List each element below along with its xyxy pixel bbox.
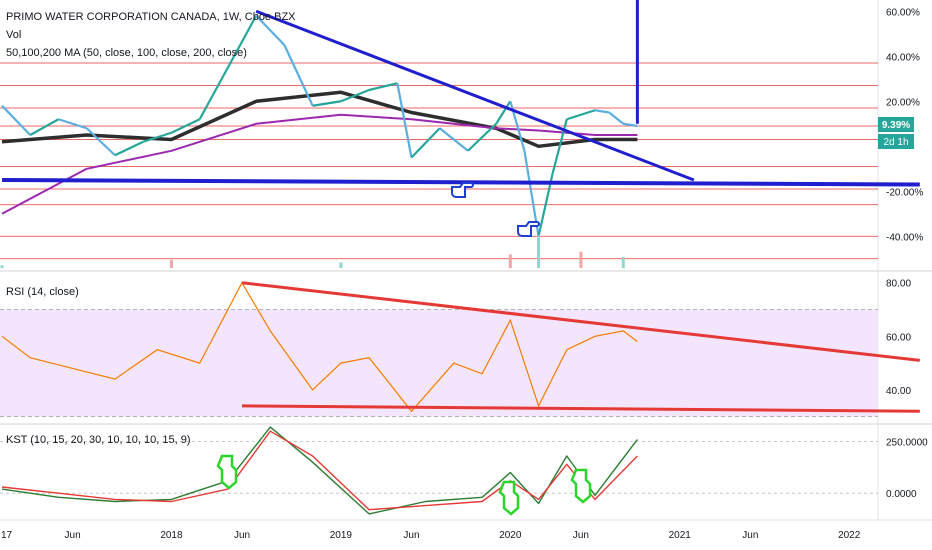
trendline-blue[interactable] (1, 178, 920, 187)
last-value-badge (878, 117, 914, 132)
price-axis-tick: 60.00% (886, 7, 920, 18)
price-segment (439, 127, 469, 152)
kst-axis-tick: 250.0000 (886, 438, 928, 449)
price-segment (495, 100, 512, 125)
price-segment (566, 109, 596, 121)
pointer-hand-down-icon (570, 468, 592, 504)
rsi-trendline[interactable] (241, 281, 920, 362)
price-segment (1, 104, 32, 136)
volume-bar (537, 235, 541, 268)
time-axis-tick: Jun (742, 530, 758, 541)
price-segment (114, 140, 144, 157)
price-segment (368, 82, 398, 92)
time-axis-tick: 2018 (160, 530, 183, 541)
price-segment (623, 122, 638, 128)
pointer-hand-icon (517, 221, 540, 237)
time-axis-tick: 17 (1, 530, 13, 541)
price-segment (198, 66, 229, 120)
price-segment (312, 100, 342, 107)
rsi-axis-tick: 40.00 (886, 386, 911, 397)
pointer-hand-down-icon (498, 480, 520, 516)
time-axis-tick: 2020 (499, 530, 522, 541)
volume-bar (169, 259, 173, 268)
rsi-axis-tick: 80.00 (886, 279, 911, 290)
rsi-legend: RSI (14, close) (6, 286, 79, 298)
pointer-hand-icon (451, 182, 474, 198)
rsi-axis-tick: 60.00 (886, 332, 911, 343)
price-segment (410, 127, 441, 159)
rsi-band (0, 309, 878, 417)
moving-average-line-100[interactable] (1, 90, 638, 149)
ma-legend: 50,100,200 MA (50, close, 100, close, 20… (6, 47, 247, 59)
time-axis-tick: Jun (403, 530, 419, 541)
time-axis-tick: Jun (234, 530, 250, 541)
moving-average-line-200[interactable] (1, 113, 638, 215)
price-segment (226, 15, 258, 69)
volume-legend: Vol (6, 29, 21, 41)
pointer-hand-down-icon (216, 454, 238, 490)
price-segment (467, 122, 497, 152)
last-value-text: 9.39% (882, 120, 910, 131)
volume-bar (579, 251, 583, 268)
volume-bar (339, 262, 343, 268)
price-segment (594, 109, 610, 114)
volume-bar (621, 257, 625, 268)
time-axis-tick: 2021 (669, 530, 692, 541)
volume-bar (0, 265, 4, 268)
price-segment (58, 118, 88, 130)
volume-bar (508, 254, 512, 268)
time-axis-tick: 2019 (330, 530, 353, 541)
rsi-line[interactable] (1, 281, 638, 413)
countdown-text: 2d 1h (883, 137, 908, 148)
price-axis-tick: -20.00% (886, 187, 923, 198)
price-segment (608, 111, 624, 125)
price-axis-tick: -40.00% (886, 232, 923, 243)
trendline-blue[interactable] (255, 9, 695, 182)
time-axis-tick: Jun (573, 530, 589, 541)
price-segment (29, 118, 60, 136)
price-segment (551, 118, 568, 174)
kst-signal-line[interactable] (1, 430, 638, 511)
price-segment (85, 127, 116, 157)
price-segment (142, 131, 172, 143)
price-axis-tick: 20.00% (886, 97, 920, 108)
kst-axis-tick: 0.0000 (886, 489, 917, 500)
rsi-trendline[interactable] (242, 404, 920, 413)
price-segment (170, 118, 201, 134)
time-axis-tick: Jun (65, 530, 81, 541)
price-segment (340, 88, 370, 103)
time-axis-tick: 2022 (838, 530, 861, 541)
countdown-badge (878, 134, 914, 149)
price-segment (396, 83, 413, 158)
price-axis-tick: 40.00% (886, 52, 920, 63)
kst-legend: KST (10, 15, 20, 30, 10, 10, 10, 15, 9) (6, 434, 190, 446)
price-segment (255, 14, 286, 46)
chart-title: PRIMO WATER CORPORATION CANADA, 1W, Cboe… (6, 11, 296, 23)
price-segment (283, 44, 314, 107)
